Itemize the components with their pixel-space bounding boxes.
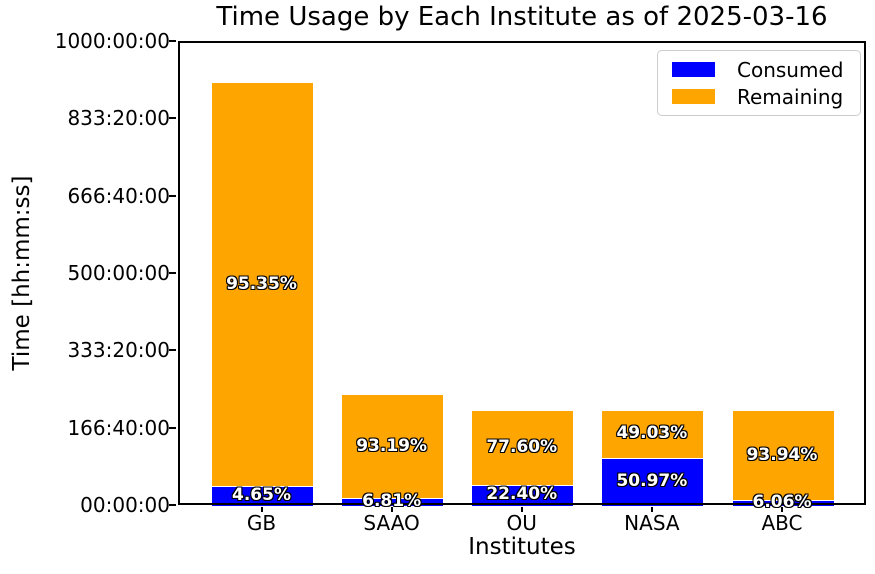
y-tick-mark: [169, 194, 176, 197]
legend-entry-consumed: Consumed: [672, 58, 846, 82]
bar-remaining-NASA: [601, 410, 705, 459]
x-tick-label: SAAO: [363, 511, 420, 535]
y-tick-mark: [169, 504, 176, 506]
legend-swatch-remaining-icon: [672, 89, 715, 104]
x-tick-label: NASA: [624, 511, 680, 535]
x-tick-mark: [781, 505, 783, 512]
y-tick-mark: [169, 272, 176, 274]
x-tick-mark: [520, 505, 523, 512]
legend: Consumed Remaining: [657, 50, 861, 116]
bar-label-consumed-NASA: 50.97%: [616, 470, 688, 491]
y-tick-label: 833:20:00: [67, 106, 170, 131]
legend-label-remaining: Remaining: [737, 84, 844, 109]
bar-remaining-OU: [471, 410, 575, 486]
legend-entry-remaining: Remaining: [672, 85, 846, 109]
bar-label-remaining-OU: 77.60%: [486, 436, 558, 457]
legend-swatch-consumed-icon: [672, 62, 715, 77]
y-tick-label: 00:00:00: [80, 493, 170, 517]
bar-label-consumed-OU: 22.40%: [486, 484, 558, 505]
chart-title: Time Usage by Each Institute as of 2025-…: [216, 2, 828, 32]
bar-label-consumed-GB: 4.65%: [232, 485, 291, 506]
plot-area: 00:00:00 166:40:00 333:20:00 500:00:00 666:4…: [55, 29, 866, 535]
x-tick-label: OU: [506, 511, 537, 535]
x-tick-mark: [650, 505, 653, 512]
x-axis-label: Institutes: [468, 534, 576, 560]
y-tick-mark: [169, 349, 176, 352]
bar-label-remaining-GB: 95.35%: [226, 273, 297, 294]
bar-remaining-SAAO: [341, 394, 445, 500]
y-tick-label: 166:40:00: [67, 415, 170, 440]
x-tick-mark: [390, 505, 393, 512]
y-tick-label: 1000:00:00: [54, 29, 170, 53]
y-tick-mark: [169, 426, 176, 429]
bar-consumed-NASA: [601, 456, 705, 507]
x-tick-label: GB: [246, 511, 277, 535]
y-tick-label: 333:20:00: [67, 338, 170, 363]
bar-label-remaining-NASA: 49.03%: [616, 423, 688, 444]
bar-label-remaining-ABC: 93.94%: [746, 444, 818, 465]
bar-remaining-GB: [211, 82, 314, 488]
bar-label-consumed-ABC: 6.06%: [752, 492, 812, 513]
y-tick-label: 666:40:00: [67, 183, 170, 208]
bar-label-consumed-SAAO: 6.81%: [362, 491, 422, 512]
y-tick-mark: [169, 40, 176, 42]
legend-label-consumed: Consumed: [737, 57, 844, 82]
bar-label-remaining-SAAO: 93.19%: [356, 435, 428, 456]
bar-remaining-ABC: [731, 410, 835, 502]
x-tick-mark: [260, 505, 263, 512]
y-tick-label: 500:00:00: [67, 261, 170, 285]
y-tick-mark: [169, 117, 176, 120]
x-tick-label: ABC: [761, 511, 803, 535]
